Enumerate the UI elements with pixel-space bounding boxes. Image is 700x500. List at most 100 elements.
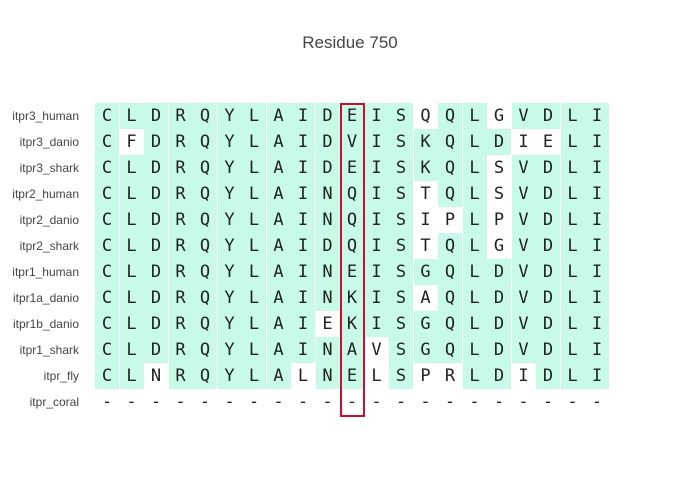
residue-cell: S	[389, 129, 413, 155]
residue-cell: L	[560, 337, 585, 363]
residue-cell: L	[560, 181, 585, 207]
sequence-label: itpr2_danio	[19, 213, 79, 227]
residue-cell: A	[340, 337, 364, 363]
residue-cell: D	[536, 233, 560, 259]
residue-cell: N	[315, 337, 340, 363]
residue-cell: A	[266, 207, 291, 233]
residue-cell: D	[315, 155, 340, 181]
residue-cell: V	[511, 259, 536, 285]
residue-cell: I	[585, 181, 609, 207]
residue-cell: G	[413, 337, 438, 363]
residue-cell: I	[585, 337, 609, 363]
residue-cell: E	[536, 129, 560, 155]
residue-cell: A	[266, 233, 291, 259]
residue-cell: L	[462, 363, 487, 389]
residue-cell: Q	[340, 181, 364, 207]
residue-cell: C	[95, 207, 119, 233]
residue-cell: E	[340, 363, 364, 389]
residue-cell: E	[340, 259, 364, 285]
residue-cell: -	[493, 392, 505, 412]
residue-cell: L	[242, 285, 266, 311]
sequence-label: itpr_coral	[29, 395, 79, 409]
residue-cell: D	[144, 181, 168, 207]
residue-cell: N	[315, 181, 340, 207]
residue-cell: V	[511, 181, 536, 207]
residue-cell: -	[469, 392, 480, 412]
residue-cell: L	[119, 259, 144, 285]
residue-cell: S	[389, 181, 413, 207]
residue-cell: D	[487, 285, 511, 311]
residue-cell: -	[395, 392, 407, 412]
residue-cell: R	[168, 155, 193, 181]
residue-cell: S	[389, 155, 413, 181]
residue-cell: A	[266, 337, 291, 363]
sequence-label: itpr3_shark	[19, 161, 79, 175]
sequence-label: itpr1a_danio	[12, 291, 79, 305]
sequence-label: itpr3_danio	[19, 135, 79, 149]
residue-cell: C	[95, 311, 119, 337]
residue-cell: C	[95, 337, 119, 363]
residue-cell: -	[273, 392, 284, 412]
residue-cell: Q	[193, 233, 217, 259]
residue-cell: L	[560, 259, 585, 285]
residue-cell: Q	[438, 337, 462, 363]
residue-cell: -	[567, 392, 578, 412]
residue-cell: I	[291, 337, 315, 363]
residue-cell: C	[95, 233, 119, 259]
residue-cell: L	[560, 207, 585, 233]
residue-cell: K	[340, 311, 364, 337]
residue-cell: -	[297, 392, 309, 412]
residue-cell: C	[95, 129, 119, 155]
residue-cell: I	[364, 103, 389, 129]
residue-cell: L	[462, 155, 487, 181]
residue-cell: V	[511, 155, 536, 181]
residue-cell: G	[413, 259, 438, 285]
residue-cell: I	[511, 363, 536, 389]
residue-cell: Q	[193, 181, 217, 207]
sequence-label: itpr3_human	[12, 109, 79, 123]
residue-cell: A	[266, 311, 291, 337]
residue-cell: -	[371, 392, 382, 412]
residue-cell: T	[413, 233, 438, 259]
residue-cell: D	[144, 311, 168, 337]
residue-cell: L	[560, 233, 585, 259]
residue-cell: I	[585, 311, 609, 337]
residue-cell: D	[536, 337, 560, 363]
residue-cell: E	[315, 311, 340, 337]
residue-cell: D	[315, 233, 340, 259]
residue-cell: I	[585, 129, 609, 155]
residue-cell: D	[536, 103, 560, 129]
residue-cell: I	[364, 311, 389, 337]
residue-cell: R	[168, 259, 193, 285]
residue-cell: Y	[217, 311, 242, 337]
residue-cell: G	[413, 311, 438, 337]
residue-cell: P	[487, 207, 511, 233]
residue-cell: C	[95, 103, 119, 129]
residue-cell: I	[364, 207, 389, 233]
residue-cell: I	[291, 129, 315, 155]
residue-cell: I	[585, 259, 609, 285]
residue-cell: -	[199, 392, 211, 412]
residue-cell: I	[291, 207, 315, 233]
residue-cell: I	[291, 285, 315, 311]
residue-cell: I	[585, 285, 609, 311]
residue-cell: S	[389, 207, 413, 233]
residue-cell: I	[364, 285, 389, 311]
residue-cell: A	[266, 285, 291, 311]
residue-cell: L	[119, 337, 144, 363]
residue-cell: L	[119, 207, 144, 233]
residue-cell: -	[444, 392, 456, 412]
residue-cell: P	[438, 207, 462, 233]
residue-cell: N	[144, 363, 168, 389]
residue-cell: Y	[217, 103, 242, 129]
residue-cell: A	[266, 363, 291, 389]
residue-cell: L	[242, 155, 266, 181]
residue-cell: A	[266, 103, 291, 129]
residue-cell: D	[315, 129, 340, 155]
residue-cell: D	[487, 259, 511, 285]
sequence-label: itpr1b_danio	[12, 317, 79, 331]
residue-cell: L	[462, 233, 487, 259]
residue-cell: D	[144, 155, 168, 181]
residue-cell: Q	[438, 233, 462, 259]
residue-cell: A	[266, 259, 291, 285]
